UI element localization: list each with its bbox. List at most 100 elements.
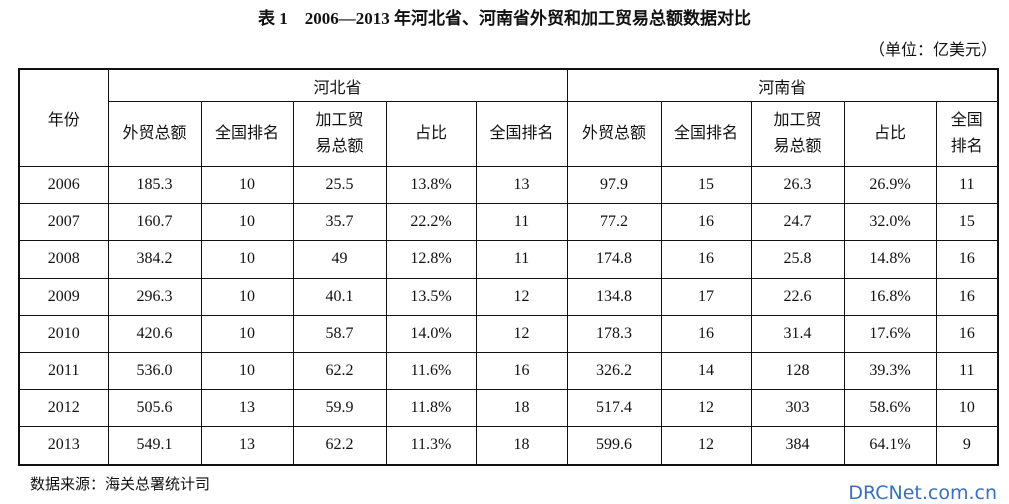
data-cell: 17 [660,277,752,316]
data-cell: 16.8% [843,277,937,316]
data-cell: 11 [935,351,999,391]
data-cell: 11.3% [385,426,477,465]
column-header: 占比 [843,101,937,167]
data-cell: 13.8% [385,165,477,205]
column-header-text: 全国排名 [489,125,554,142]
data-cell: 536.0 [107,351,202,391]
data-cell: 11 [475,203,568,242]
data-cell: 10 [200,351,294,391]
data-cell: 599.6 [566,426,662,465]
data-cell: 32.0% [843,203,937,242]
data-cell: 39.3% [843,351,937,391]
data-cell: 35.7 [292,203,387,242]
data-cell: 14.8% [843,240,937,279]
data-row: 2006 185.3 10 25.5 13.8% 13 97.9 15 26.3 26.9% 11 [18,165,999,205]
data-cell: 14.0% [385,314,477,353]
data-cell: 12 [660,389,752,428]
data-cell: 40.1 [292,277,387,316]
data-cell: 49 [292,240,387,279]
data-cell: 16 [660,314,752,353]
data-cell: 25.5 [292,165,387,205]
watermark: DRCNet.com.cn [848,482,997,504]
year-header: 年份 [18,68,109,167]
data-cell: 16 [660,240,752,279]
column-header-text: 占比 [414,125,447,142]
column-header-text: 外贸总额 [582,125,647,142]
year-cell: 2006 [18,165,109,205]
data-cell: 62.2 [292,426,387,465]
data-cell: 13 [475,165,568,205]
year-cell: 2008 [18,240,109,279]
column-header: 全国排名 [935,101,999,167]
data-cell: 16 [935,240,999,279]
data-cell: 517.4 [566,389,662,428]
group-header: 河北省 [107,68,568,102]
data-cell: 13 [200,389,294,428]
data-row: 2012 505.6 13 59.9 11.8% 18 517.4 12 303 58.6% 10 [18,389,999,428]
data-cell: 18 [475,426,568,465]
data-cell: 59.9 [292,389,387,428]
data-cell: 384 [750,426,845,465]
data-cell: 160.7 [107,203,202,242]
year-cell: 2007 [18,203,109,242]
data-cell: 58.7 [292,314,387,353]
column-header-text: 全国排名 [214,125,279,142]
group-header: 河南省 [566,68,999,102]
data-cell: 64.1% [843,426,937,465]
column-header-text: 加工贸易总额 [315,112,364,155]
data-cell: 24.7 [750,203,845,242]
column-header-text: 占比 [874,125,907,142]
data-cell: 10 [200,277,294,316]
unit-note: （单位：亿美元） [868,42,997,59]
data-cell: 13.5% [385,277,477,316]
data-cell: 77.2 [566,203,662,242]
data-cell: 22.6 [750,277,845,316]
data-cell: 16 [935,314,999,353]
data-cell: 10 [200,240,294,279]
data-table: 年份 河北省 河南省 外贸总额 全国排名 加工贸易总额 占比 全国排名 外贸总额 全国排名 加工贸易… [18,68,1000,466]
data-cell: 16 [475,351,568,391]
data-row: 2007 160.7 10 35.7 22.2% 11 77.2 16 24.7 32.0% 15 [18,203,999,242]
column-header-text: 外贸总额 [122,125,187,142]
data-cell: 12.8% [385,240,477,279]
data-cell: 15 [660,165,752,205]
column-header: 全国排名 [200,101,294,167]
data-cell: 25.8 [750,240,845,279]
data-cell: 18 [475,389,568,428]
data-cell: 58.6% [843,389,937,428]
data-cell: 303 [750,389,845,428]
data-cell: 10 [200,314,294,353]
data-cell: 10 [200,203,294,242]
year-cell: 2013 [18,426,109,465]
data-cell: 505.6 [107,389,202,428]
column-header-text: 加工贸易总额 [773,112,822,155]
data-cell: 10 [200,165,294,205]
data-row: 2010 420.6 10 58.7 14.0% 12 178.3 16 31.4 17.6% 16 [18,314,999,353]
column-header: 加工贸易总额 [292,101,387,167]
data-cell: 13 [200,426,294,465]
data-cell: 296.3 [107,277,202,316]
data-cell: 11.6% [385,351,477,391]
column-header: 全国排名 [475,101,568,167]
data-cell: 11 [935,165,999,205]
data-cell: 16 [660,203,752,242]
data-cell: 15 [935,203,999,242]
data-cell: 326.2 [566,351,662,391]
table-title: 表 1 2006—2013 年河北省、河南省外贸和加工贸易总额数据对比 [258,9,751,28]
data-row: 2008 384.2 10 49 12.8% 11 174.8 16 25.8 14.8% 16 [18,240,999,279]
year-cell: 2009 [18,277,109,316]
year-cell: 2011 [18,351,109,391]
column-header: 加工贸易总额 [750,101,845,167]
data-cell: 11 [475,240,568,279]
data-cell: 420.6 [107,314,202,353]
data-cell: 9 [935,426,999,465]
column-header: 全国排名 [660,101,752,167]
data-cell: 26.9% [843,165,937,205]
data-cell: 384.2 [107,240,202,279]
data-cell: 12 [475,314,568,353]
column-header: 外贸总额 [566,101,662,167]
source-note: 数据来源：海关总署统计司 [30,477,211,493]
data-cell: 10 [935,389,999,428]
